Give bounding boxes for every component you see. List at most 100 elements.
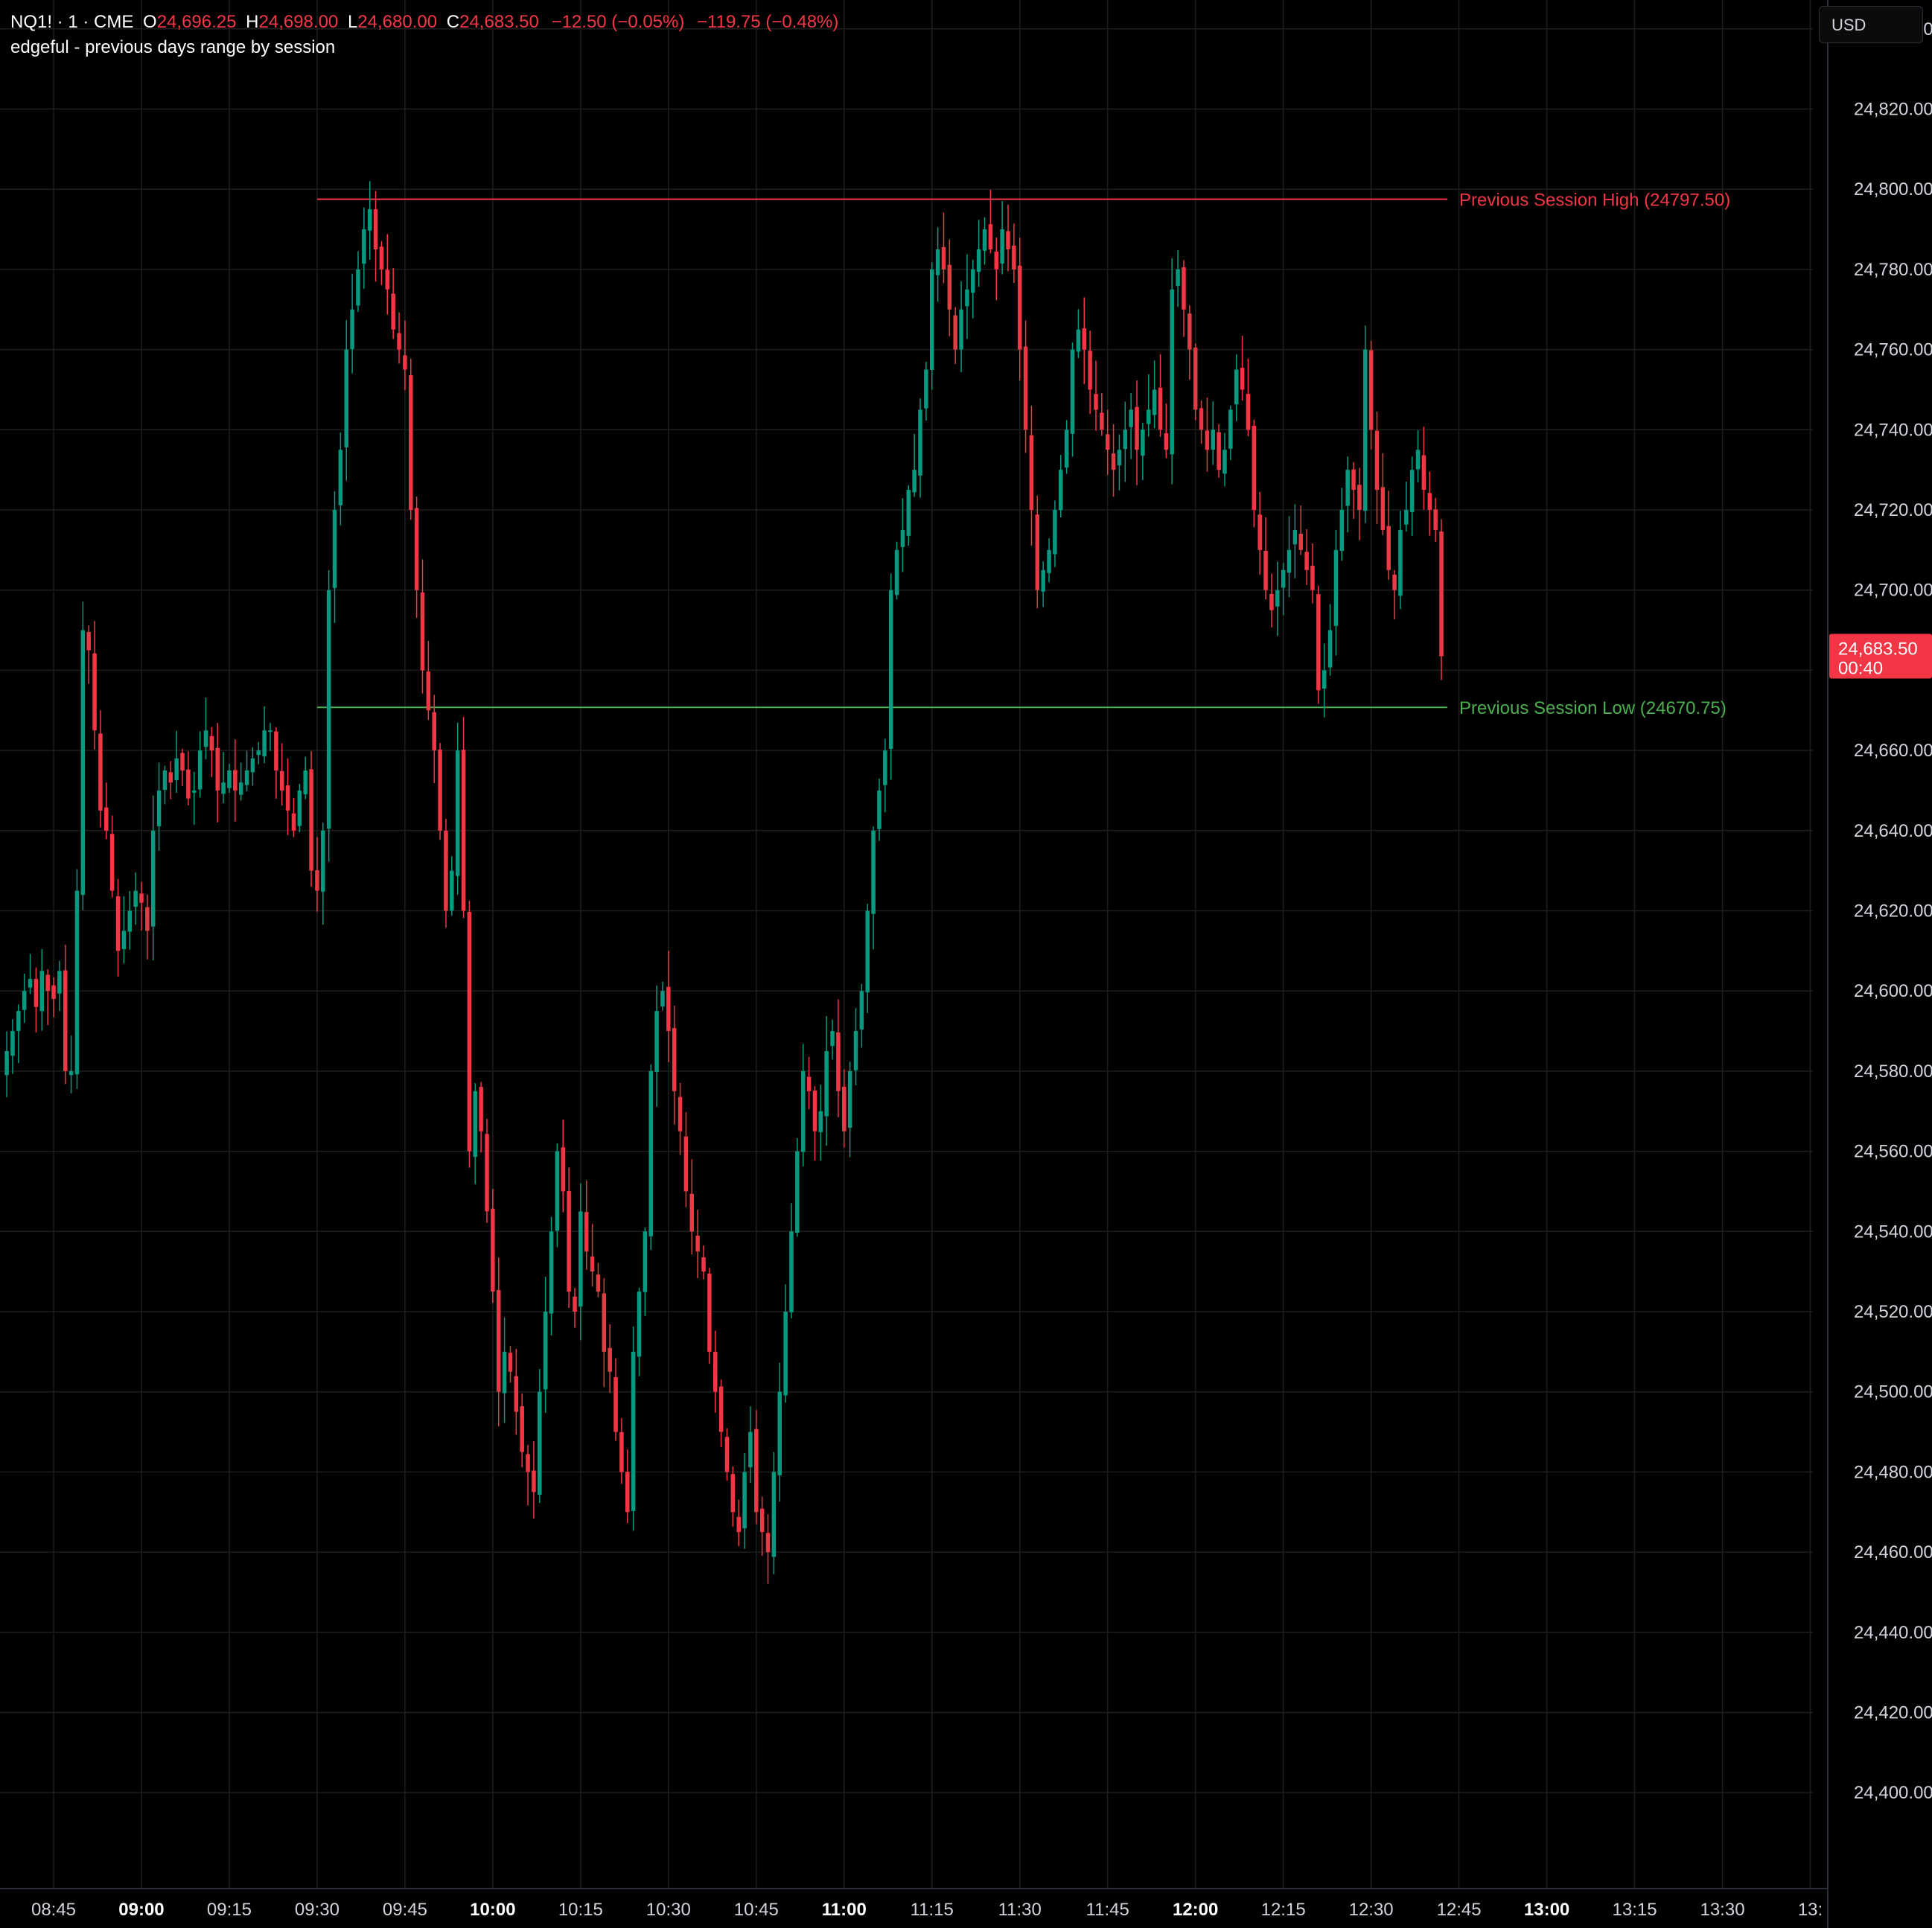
candle xyxy=(1041,561,1045,607)
candle-body xyxy=(344,349,348,447)
candle-body xyxy=(912,470,916,493)
last-price-badge[interactable] xyxy=(1829,633,1932,679)
candle xyxy=(450,856,454,916)
candle-body xyxy=(1386,526,1391,570)
candle-body xyxy=(918,409,922,476)
candle xyxy=(1129,392,1133,459)
candle xyxy=(180,748,185,786)
candle-body xyxy=(883,750,887,785)
candle-body xyxy=(1176,269,1180,286)
candle xyxy=(1368,340,1374,450)
candle xyxy=(197,731,203,798)
candle xyxy=(1176,250,1180,307)
y-tick-label: 24,800.00 xyxy=(1854,179,1932,199)
x-tick-label: 12:00 xyxy=(1173,1900,1218,1920)
candle-body xyxy=(109,834,115,891)
candle xyxy=(742,1453,747,1549)
close-label: C xyxy=(446,12,460,32)
currency-button[interactable]: USD xyxy=(1819,6,1923,43)
candle xyxy=(1339,488,1345,561)
candle-body xyxy=(1193,347,1198,410)
y-tick-label: 24,760.00 xyxy=(1854,340,1932,360)
candle xyxy=(941,212,946,284)
candle xyxy=(291,797,296,837)
candle xyxy=(127,890,132,950)
candle-body xyxy=(1380,487,1386,530)
candle-body xyxy=(1339,510,1345,552)
candle-body xyxy=(648,1070,653,1236)
candle-body xyxy=(274,731,278,771)
candle-body xyxy=(532,1470,536,1493)
candle-body xyxy=(754,1429,759,1513)
y-tick-label: 24,740.00 xyxy=(1854,420,1932,440)
candle xyxy=(16,1004,21,1064)
y-tick-label: 24,400.00 xyxy=(1854,1783,1932,1803)
candle xyxy=(233,739,237,822)
candle-body xyxy=(461,750,466,911)
candle-body xyxy=(28,979,33,988)
ohlc-legend[interactable]: NQ1! · 1 · CME O24,696.25 H24,698.00 L24… xyxy=(10,12,838,33)
candle xyxy=(683,1112,689,1207)
candle xyxy=(1135,380,1139,485)
y-tick-label: 24,420.00 xyxy=(1854,1703,1932,1723)
last-price-label: 24,683.50 xyxy=(1838,639,1918,660)
candle-body xyxy=(1029,435,1034,510)
candle-body xyxy=(1182,267,1186,310)
candle xyxy=(771,1452,777,1574)
candle-body xyxy=(63,970,68,1071)
candle xyxy=(1164,403,1169,459)
candle xyxy=(976,220,981,287)
candle-body xyxy=(1316,594,1321,691)
candle-body xyxy=(888,590,893,749)
candle xyxy=(1111,424,1116,497)
candle-body xyxy=(121,931,127,949)
candle xyxy=(1269,573,1274,628)
candle xyxy=(426,640,431,721)
x-tick-label: 12:15 xyxy=(1261,1900,1306,1920)
candle-body xyxy=(16,1011,21,1031)
candle xyxy=(1076,309,1081,359)
candle xyxy=(45,968,50,1026)
candle-body xyxy=(180,753,185,771)
candle xyxy=(1310,543,1315,604)
candle-body xyxy=(1205,430,1210,450)
symbol-label[interactable]: NQ1! · 1 · CME xyxy=(10,12,134,32)
grid xyxy=(0,0,1813,1889)
candle xyxy=(1199,400,1204,444)
indicator-legend[interactable]: edgeful - previous days range by session xyxy=(10,37,336,57)
candle xyxy=(1333,529,1339,656)
candle-body xyxy=(86,631,91,651)
x-tick-label: 10:45 xyxy=(734,1900,779,1920)
candle-body xyxy=(520,1406,524,1452)
candle-body xyxy=(701,1257,706,1272)
candle xyxy=(420,559,425,694)
y-tick-label: 24,720.00 xyxy=(1854,500,1932,520)
candle-body xyxy=(1234,369,1239,405)
candle xyxy=(109,815,115,898)
candle-body xyxy=(824,1050,829,1117)
candle-body xyxy=(350,309,354,349)
candle-body xyxy=(935,249,940,275)
candle xyxy=(818,1085,823,1161)
candle-body xyxy=(332,510,337,588)
candle xyxy=(221,752,226,803)
candle-body xyxy=(1070,349,1075,434)
candle-body xyxy=(1263,550,1268,590)
candle-body xyxy=(959,309,963,350)
candle-body xyxy=(485,1134,489,1212)
candle xyxy=(332,491,337,623)
candle xyxy=(1064,420,1069,474)
candle xyxy=(121,896,127,964)
candle xyxy=(877,778,881,841)
candle-body xyxy=(1374,430,1380,491)
candle-body xyxy=(57,971,62,994)
candle-body xyxy=(795,1151,800,1233)
candle xyxy=(532,1441,536,1519)
candle-body xyxy=(244,770,249,785)
candle-body xyxy=(742,1472,747,1529)
candle xyxy=(57,960,62,1012)
candle xyxy=(485,1118,489,1223)
candle xyxy=(133,872,138,925)
